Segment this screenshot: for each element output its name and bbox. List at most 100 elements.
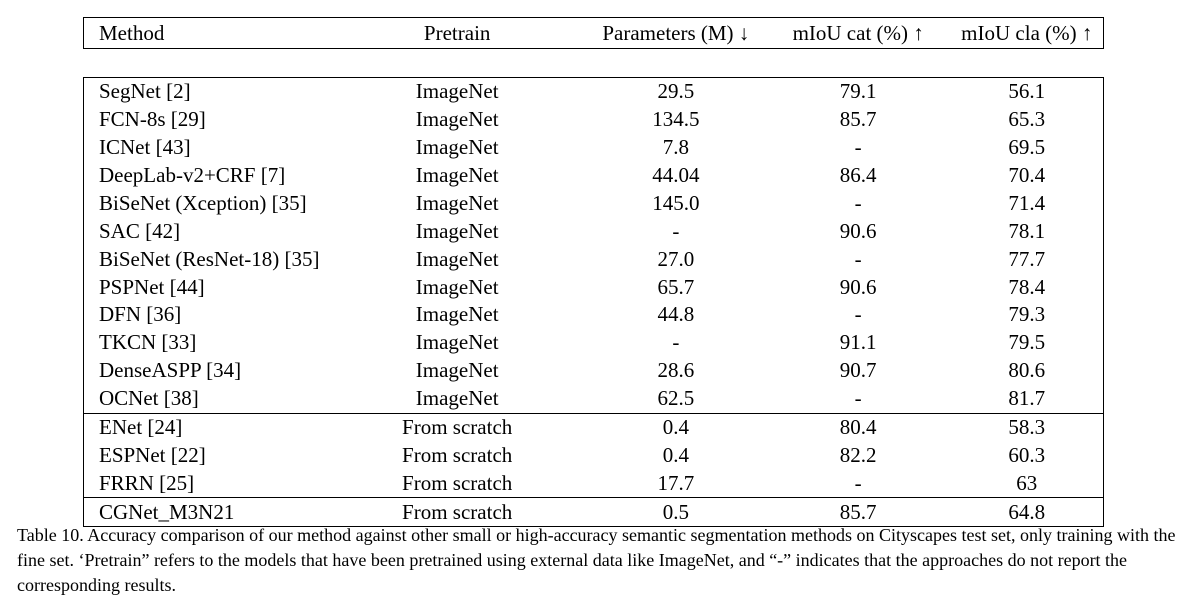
cell-miou-cat: -: [854, 135, 862, 160]
cell-pretrain: ImageNet: [415, 302, 499, 327]
cell-miou-cat: 91.1: [839, 330, 877, 355]
cell-method: ICNet [43]: [83, 133, 329, 162]
cell-method: SAC [42]: [83, 217, 329, 246]
cell-pretrain: From scratch: [328, 497, 586, 528]
cell-params: 145.0: [652, 190, 700, 215]
cell-miou-cla: 71.4: [950, 189, 1104, 218]
cell-params: 28.6: [657, 358, 695, 383]
cell-params: 17.7: [657, 470, 695, 495]
table-row: DeepLab-v2+CRF [7] ImageNet 44.04 86.4 70.4: [83, 161, 1104, 190]
cell-method: DenseASPP [34]: [83, 356, 329, 385]
cell-params: 44.8: [657, 302, 695, 327]
cell-miou-cla: 79.5: [950, 328, 1104, 357]
cell-miou-cla: 80.6: [950, 356, 1104, 385]
cell-pretrain: ImageNet: [415, 190, 499, 215]
cell-params: 27.0: [657, 246, 695, 271]
cell-miou-cat: -: [854, 386, 862, 411]
cell-miou-cla: 58.3: [950, 412, 1104, 442]
cell-miou-cat: 90.6: [839, 274, 877, 299]
cell-miou-cat: 82.2: [839, 442, 877, 467]
cell-method: OCNet [38]: [83, 384, 329, 414]
cell-method: ESPNet [22]: [83, 441, 329, 470]
header-pretrain: Pretrain: [328, 17, 586, 49]
table-row: TKCN [33] ImageNet - 91.1 79.5: [83, 328, 1104, 357]
cell-pretrain: ImageNet: [415, 246, 499, 271]
table-caption: Table 10. Accuracy comparison of our met…: [17, 525, 1176, 595]
cell-miou-cla: 77.7: [950, 245, 1104, 274]
cell-params: 65.7: [657, 274, 695, 299]
cell-params: 7.8: [662, 135, 689, 160]
cell-pretrain: ImageNet: [415, 386, 499, 411]
cell-method: DeepLab-v2+CRF [7]: [83, 161, 329, 190]
cell-miou-cla: 79.3: [950, 301, 1104, 329]
table-row: BiSeNet (Xception) [35] ImageNet 145.0 - 71.…: [83, 189, 1104, 218]
table-row: SAC [42] ImageNet - 90.6 78.1: [83, 217, 1104, 246]
cell-method: BiSeNet (Xception) [35]: [83, 189, 329, 218]
cell-miou-cla: 64.8: [950, 497, 1104, 528]
cell-method: TKCN [33]: [83, 328, 329, 357]
cell-params: 0.4: [662, 442, 689, 467]
cell-method: FRRN [25]: [83, 469, 329, 498]
table-row: DenseASPP [34] ImageNet 28.6 90.7 80.6: [83, 356, 1104, 385]
cell-params: -: [672, 330, 680, 355]
table-row: PSPNet [44] ImageNet 65.7 90.6 78.4: [83, 273, 1104, 302]
table-row: DFN [36] ImageNet 44.8 - 79.3: [83, 301, 1104, 329]
cell-miou-cat: -: [854, 190, 862, 215]
cell-pretrain: From scratch: [402, 442, 513, 467]
cell-params: 29.5: [585, 76, 766, 106]
cell-pretrain: ImageNet: [415, 107, 499, 132]
cell-method: FCN-8s [29]: [83, 105, 329, 134]
cell-miou-cat: -: [854, 246, 862, 271]
cell-miou-cla: 70.4: [950, 161, 1104, 190]
table-body: SegNet [2] ImageNet 29.5 79.1 56.1 FCN-8s [29…: [83, 76, 1104, 528]
cell-pretrain: ImageNet: [415, 274, 499, 299]
header-miou-cla: mIoU cla (%) ↑: [950, 17, 1104, 49]
cell-miou-cat: 86.4: [839, 163, 877, 187]
cell-params: 134.5: [652, 107, 700, 132]
cell-miou-cat: -: [854, 302, 862, 327]
cell-miou-cla: 56.1: [950, 76, 1104, 106]
table-row: FCN-8s [29] ImageNet 134.5 85.7 65.3: [83, 105, 1104, 134]
cell-method: PSPNet [44]: [83, 273, 329, 302]
cell-miou-cla: 65.3: [950, 105, 1104, 134]
results-table: Method Pretrain Parameters (M) ↓ mIoU ca…: [83, 17, 1104, 528]
cell-method: ENet [24]: [83, 412, 329, 442]
cell-method: BiSeNet (ResNet-18) [35]: [83, 245, 329, 274]
cell-pretrain: ImageNet: [415, 330, 499, 355]
cell-pretrain: ImageNet: [415, 135, 499, 160]
table-row: OCNet [38] ImageNet 62.5 - 81.7: [83, 384, 1104, 414]
cell-miou-cla: 69.5: [950, 133, 1104, 162]
table-header-row: Method Pretrain Parameters (M) ↓ mIoU ca…: [83, 17, 1104, 49]
cell-pretrain: ImageNet: [415, 218, 499, 243]
cell-pretrain: From scratch: [402, 470, 513, 495]
table-row: CGNet_M3N21 From scratch 0.5 85.7 64.8: [83, 497, 1104, 528]
header-gap: [84, 49, 1104, 78]
cell-miou-cla: 63: [950, 469, 1104, 498]
cell-miou-cla: 81.7: [950, 384, 1104, 414]
header-miou-cat: mIoU cat (%) ↑: [765, 17, 951, 49]
header-parameters: Parameters (M) ↓: [585, 17, 766, 49]
table-row: ESPNet [22] From scratch 0.4 82.2 60.3: [83, 441, 1104, 470]
cell-miou-cat: 90.6: [839, 218, 877, 243]
table-row: FRRN [25] From scratch 17.7 - 63: [83, 469, 1104, 498]
table-row: ENet [24] From scratch 0.4 80.4 58.3: [83, 412, 1104, 442]
cell-pretrain: ImageNet: [415, 163, 499, 187]
cell-miou-cat: 85.7: [839, 107, 877, 132]
cell-miou-cla: 60.3: [950, 441, 1104, 470]
cell-pretrain: From scratch: [328, 412, 586, 442]
cell-pretrain: ImageNet: [328, 76, 586, 106]
cell-miou-cat: 90.7: [839, 358, 877, 383]
table-row: SegNet [2] ImageNet 29.5 79.1 56.1: [83, 76, 1104, 106]
cell-miou-cla: 78.1: [950, 217, 1104, 246]
cell-miou-cat: -: [854, 470, 862, 495]
header-method: Method: [83, 17, 329, 49]
cell-miou-cat: 80.4: [765, 412, 951, 442]
cell-params: 0.4: [585, 412, 766, 442]
cell-method: SegNet [2]: [83, 76, 329, 106]
cell-miou-cat: 85.7: [765, 497, 951, 528]
cell-miou-cat: 79.1: [765, 76, 951, 106]
table-row: ICNet [43] ImageNet 7.8 - 69.5: [83, 133, 1104, 162]
cell-pretrain: ImageNet: [415, 358, 499, 383]
cell-params: -: [672, 218, 680, 243]
cell-params: 62.5: [657, 386, 695, 411]
